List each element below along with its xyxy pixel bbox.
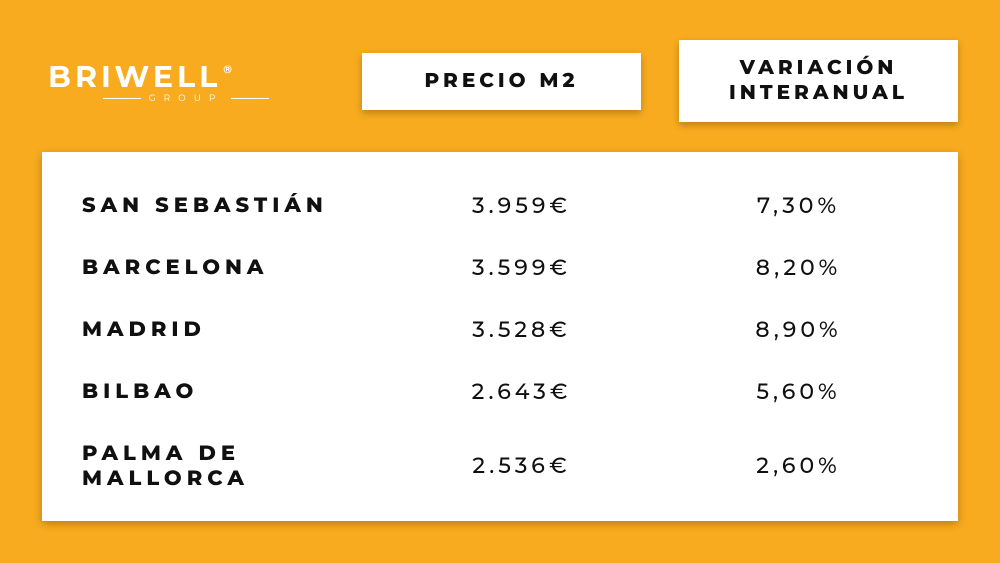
- brand-logo: BRIWELL® GROUP: [42, 58, 324, 104]
- city-name: MADRID: [82, 317, 364, 342]
- price-value: 3.959€: [402, 192, 641, 219]
- variation-value: 2,60%: [679, 452, 918, 479]
- city-name: PALMA DE MALLORCA: [82, 441, 364, 491]
- table-row: MADRID 3.528€ 8,90%: [82, 316, 918, 343]
- column-header-price: PRECIO M2: [362, 53, 641, 110]
- table-row: BARCELONA 3.599€ 8,20%: [82, 254, 918, 281]
- table-row: SAN SEBASTIÁN 3.959€ 7,30%: [82, 192, 918, 219]
- price-table: SAN SEBASTIÁN 3.959€ 7,30% BARCELONA 3.5…: [42, 152, 958, 521]
- price-value: 3.528€: [402, 316, 641, 343]
- brand-name: BRIWELL®: [48, 58, 234, 95]
- price-value: 2.643€: [402, 378, 641, 405]
- city-name: BILBAO: [82, 379, 364, 404]
- city-name: SAN SEBASTIÁN: [82, 193, 364, 218]
- page: BRIWELL® GROUP PRECIO M2 VARIACIÓN INTER…: [0, 0, 1000, 563]
- table-row: PALMA DE MALLORCA 2.536€ 2,60%: [82, 441, 918, 491]
- table-row: BILBAO 2.643€ 5,60%: [82, 378, 918, 405]
- brand-registered: ®: [223, 62, 236, 76]
- variation-value: 7,30%: [679, 192, 918, 219]
- city-name: BARCELONA: [82, 255, 364, 280]
- column-header-variation: VARIACIÓN INTERANUAL: [679, 40, 958, 122]
- brand-name-text: BRIWELL: [48, 58, 221, 95]
- variation-value: 8,20%: [679, 254, 918, 281]
- header-row: BRIWELL® GROUP PRECIO M2 VARIACIÓN INTER…: [42, 40, 958, 122]
- price-value: 2.536€: [402, 452, 641, 479]
- variation-value: 5,60%: [679, 378, 918, 405]
- variation-value: 8,90%: [679, 316, 918, 343]
- brand-subline: GROUP: [48, 93, 324, 104]
- price-value: 3.599€: [402, 254, 641, 281]
